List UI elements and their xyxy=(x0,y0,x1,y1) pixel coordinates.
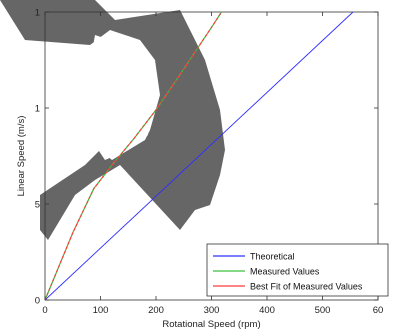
x-tick-label: 400 xyxy=(259,305,275,316)
x-tick-label: 500 xyxy=(315,305,331,316)
x-axis-label: Rotational Speed (rpm) xyxy=(162,319,260,329)
legend-entry: Best Fit of Measured Values xyxy=(250,282,363,292)
watermark-hole xyxy=(88,35,150,160)
legend-entry: Measured Values xyxy=(250,267,320,277)
y-tick-label: 0 xyxy=(35,296,40,307)
legend-entry: Theoretical xyxy=(250,252,295,262)
x-tick-label: 100 xyxy=(93,305,109,316)
watermark-shape xyxy=(0,0,225,240)
y-tick-label: 1 xyxy=(35,8,40,19)
x-tick-label: 300 xyxy=(204,305,220,316)
y-axis-label: Linear Speed (m/s) xyxy=(16,116,27,197)
legend: Theoretical Measured Values Best Fit of Me… xyxy=(206,243,389,297)
x-tick-label: 60 xyxy=(373,305,384,316)
series-layer xyxy=(44,11,354,301)
x-tick-label: 200 xyxy=(148,305,164,316)
y-tick-label: 1 xyxy=(35,104,40,115)
series-line-1 xyxy=(44,11,354,301)
x-tick-label: 0 xyxy=(42,305,47,316)
watermark-letter xyxy=(0,0,225,240)
series-line-3 xyxy=(44,11,223,301)
y-tick-label: 5 xyxy=(35,200,40,211)
legend-box xyxy=(206,243,389,297)
